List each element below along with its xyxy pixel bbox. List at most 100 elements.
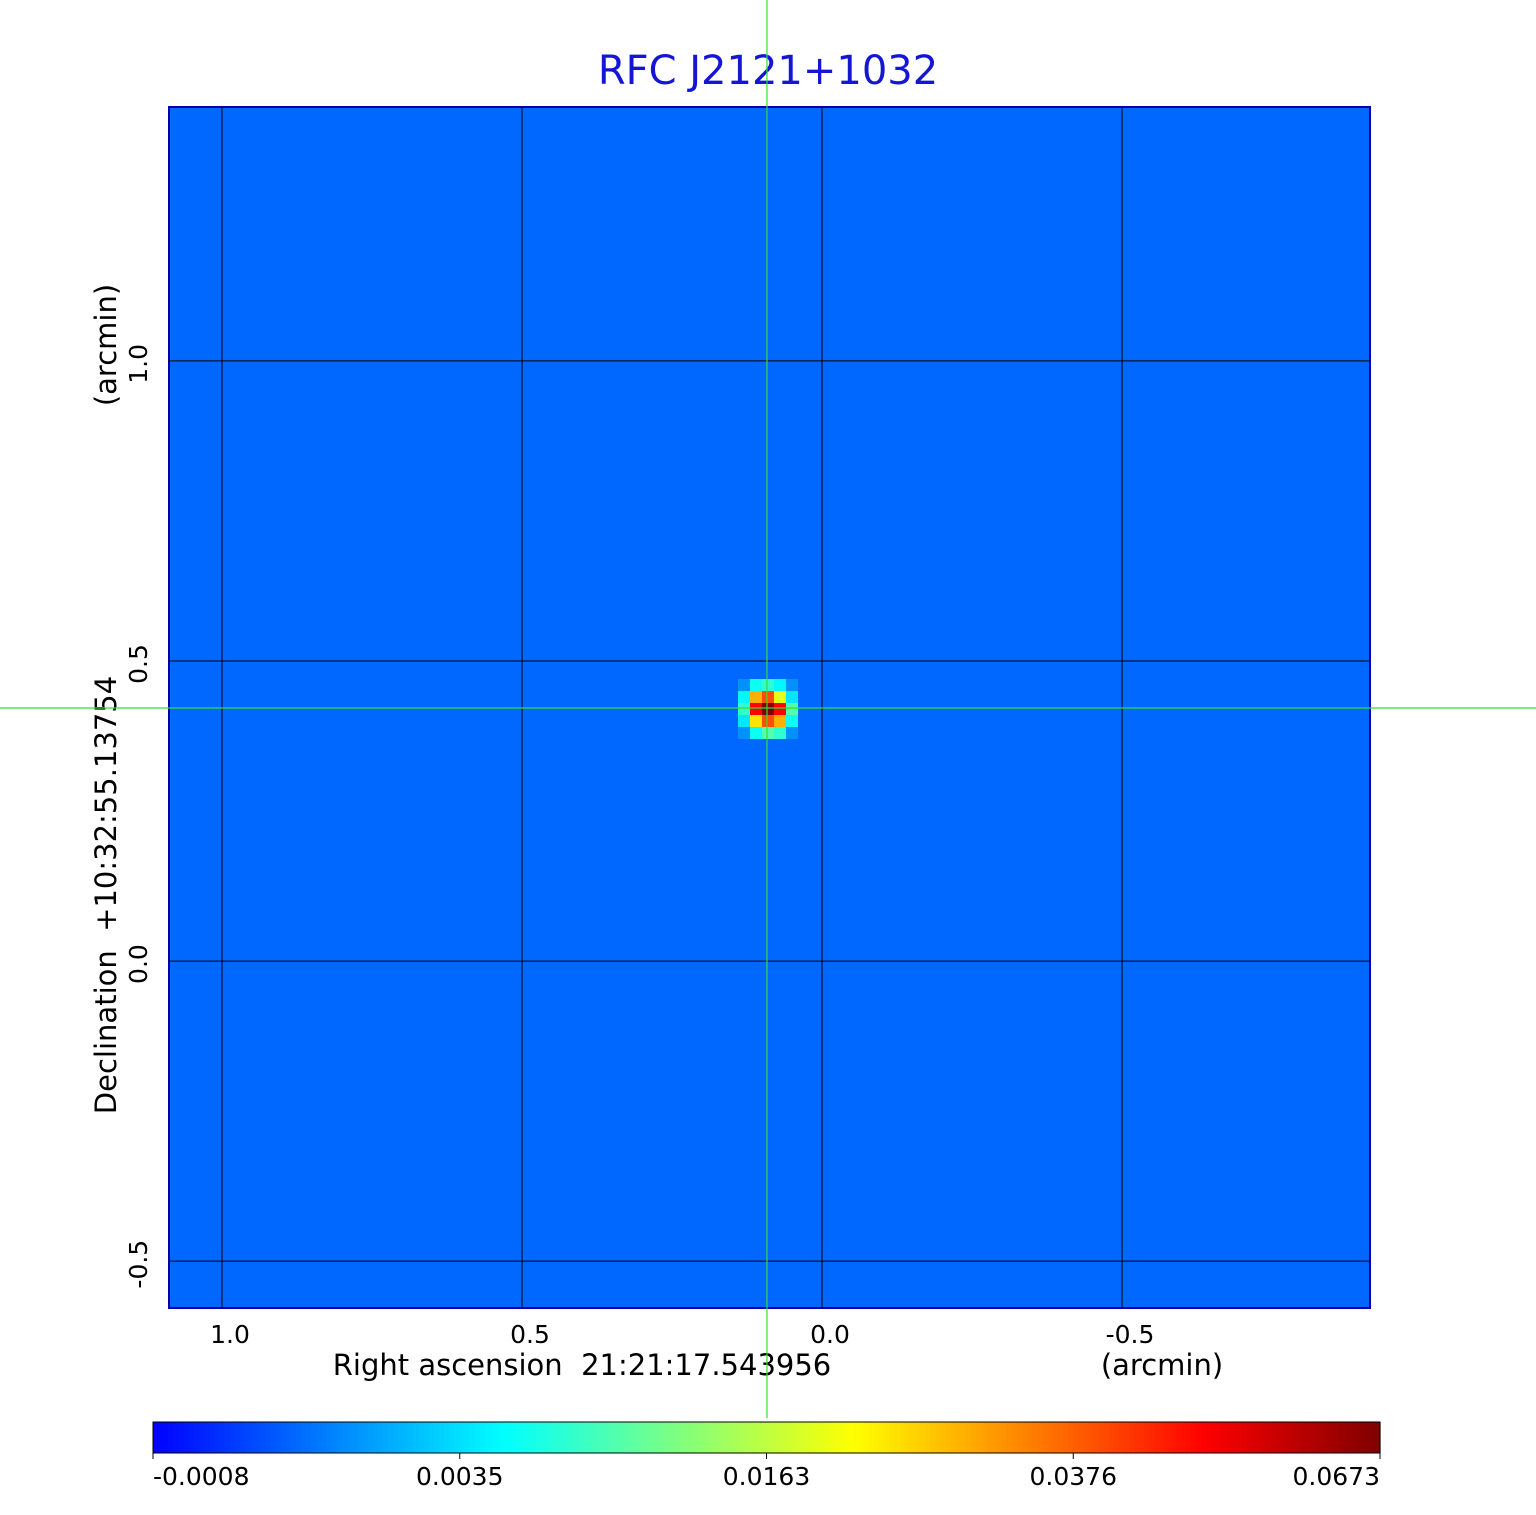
- colorbar-strip: [1017, 1422, 1023, 1453]
- image-cell: [737, 715, 750, 728]
- colorbar-strip: [1155, 1422, 1161, 1453]
- colorbar-strip: [858, 1422, 865, 1453]
- colorbar-strip: [602, 1422, 609, 1453]
- colorbar-strip: [740, 1422, 747, 1453]
- colorbar-strip: [822, 1422, 829, 1453]
- colorbar-strip: [245, 1422, 251, 1453]
- y-tick-label: -0.5: [124, 1240, 153, 1289]
- colorbar-strip: [209, 1422, 215, 1453]
- colorbar-strip: [531, 1422, 538, 1453]
- colorbar-strip: [418, 1422, 425, 1453]
- colorbar-strip: [884, 1422, 890, 1453]
- colorbar-strip: [1359, 1422, 1366, 1453]
- colorbar-strip: [464, 1422, 471, 1453]
- colorbar-strip: [1226, 1422, 1233, 1453]
- colorbar-strip: [715, 1422, 722, 1453]
- colorbar-strip: [434, 1422, 440, 1453]
- colorbar-tick-label: -0.0008: [153, 1462, 250, 1491]
- colorbar-strip: [1349, 1422, 1356, 1453]
- colorbar-strip: [204, 1422, 210, 1453]
- colorbar-strip: [1206, 1422, 1212, 1453]
- colorbar-strip: [1052, 1422, 1059, 1453]
- colorbar-strip: [633, 1422, 640, 1453]
- colorbar-strip: [1129, 1422, 1136, 1453]
- image-cell: [774, 727, 787, 740]
- colorbar-strip: [224, 1422, 231, 1453]
- colorbar-strip: [1318, 1422, 1325, 1453]
- image-cell: [737, 690, 750, 703]
- colorbar-strip: [1272, 1422, 1279, 1453]
- colorbar-strip: [469, 1422, 476, 1453]
- image-cell: [737, 727, 750, 740]
- colorbar-strip: [505, 1422, 512, 1453]
- y-tick-label: 1.0: [124, 344, 153, 384]
- colorbar-strip: [1160, 1422, 1166, 1453]
- colorbar-strip: [1303, 1422, 1310, 1453]
- colorbar-strip: [546, 1422, 553, 1453]
- colorbar-strip: [193, 1422, 200, 1453]
- colorbar-strip: [1022, 1422, 1028, 1453]
- colorbar-strip: [746, 1422, 752, 1453]
- colorbar-strip: [643, 1422, 650, 1453]
- image-cell: [774, 702, 787, 716]
- colorbar-strip: [439, 1422, 446, 1453]
- colorbar-strip: [756, 1422, 762, 1453]
- colorbar-strip: [761, 1422, 768, 1453]
- colorbar-strip: [567, 1422, 573, 1453]
- colorbar-strip: [940, 1422, 947, 1453]
- colorbar-strip: [398, 1422, 405, 1453]
- colorbar-strip: [296, 1422, 302, 1453]
- colorbar-strip: [541, 1422, 548, 1453]
- colorbar-strip: [158, 1422, 164, 1453]
- colorbar-strip: [163, 1422, 169, 1453]
- colorbar-strip: [485, 1422, 492, 1453]
- colorbar-strip: [1098, 1422, 1105, 1453]
- colorbar-strip: [924, 1422, 931, 1453]
- colorbar-strip: [1078, 1422, 1085, 1453]
- colorbar-strip: [1323, 1422, 1330, 1453]
- colorbar-strip: [878, 1422, 885, 1453]
- colorbar-strip: [1011, 1422, 1018, 1453]
- image-cell: [761, 715, 775, 728]
- colorbar-strip: [500, 1422, 507, 1453]
- colorbar-strip: [613, 1422, 619, 1453]
- colorbar-strip: [705, 1422, 711, 1453]
- colorbar-strip: [270, 1422, 277, 1453]
- colorbar-strip: [1047, 1422, 1054, 1453]
- colorbar-strip: [638, 1422, 645, 1453]
- colorbar-strip: [930, 1422, 936, 1453]
- colorbar-strip: [945, 1422, 952, 1453]
- colorbar-strip: [827, 1422, 834, 1453]
- colorbar-strip: [444, 1422, 451, 1453]
- colorbar-strip: [689, 1422, 696, 1453]
- colorbar-strip: [996, 1422, 1003, 1453]
- x-tick-label: 0.5: [510, 1320, 550, 1349]
- colorbar-strip: [321, 1422, 328, 1453]
- colorbar-strip: [1093, 1422, 1100, 1453]
- colorbar-strip: [1114, 1422, 1120, 1453]
- colorbar-strip: [986, 1422, 993, 1453]
- colorbar-strip: [1073, 1422, 1079, 1453]
- colorbar-strip: [981, 1422, 987, 1453]
- colorbar-strip: [1216, 1422, 1223, 1453]
- colorbar-strip: [1190, 1422, 1197, 1453]
- colorbar-strip: [275, 1422, 282, 1453]
- colorbar-strip: [873, 1422, 880, 1453]
- colorbar-strip: [408, 1422, 415, 1453]
- colorbar-strip: [587, 1422, 594, 1453]
- colorbar-strip: [326, 1422, 333, 1453]
- colorbar-strip: [316, 1422, 323, 1453]
- colorbar-strip: [720, 1422, 727, 1453]
- colorbar-strip: [700, 1422, 706, 1453]
- colorbar-strip: [577, 1422, 584, 1453]
- image-cell: [786, 690, 799, 703]
- colorbar-strip: [664, 1422, 670, 1453]
- colorbar-strip: [1308, 1422, 1315, 1453]
- colorbar-strip: [1231, 1422, 1238, 1453]
- colorbar-strip: [301, 1422, 307, 1453]
- colorbar-strip: [1262, 1422, 1269, 1453]
- colorbar-strip: [1247, 1422, 1253, 1453]
- colorbar-strip: [219, 1422, 226, 1453]
- colorbar-strip: [863, 1422, 870, 1453]
- colorbar-strip: [1257, 1422, 1264, 1453]
